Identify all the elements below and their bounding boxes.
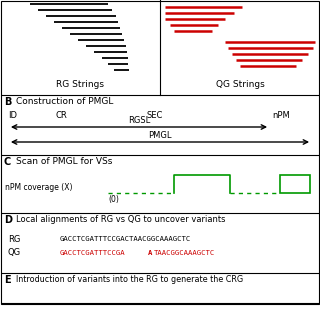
Text: D: D [4, 215, 12, 225]
Text: ID: ID [8, 111, 17, 120]
Text: RGSL: RGSL [128, 116, 150, 125]
Bar [280, 175, 310, 193]
Text: B: B [4, 97, 12, 107]
Text: nPM coverage (X): nPM coverage (X) [5, 183, 73, 192]
Text: C: C [4, 157, 11, 167]
Text: TAACGGCAAAGCTC: TAACGGCAAAGCTC [154, 250, 215, 256]
Text: GACCTCGATTTCCGACTAACGGCAAAGCTC: GACCTCGATTTCCGACTAACGGCAAAGCTC [60, 236, 191, 242]
Text: QG Strings: QG Strings [216, 80, 264, 89]
Text: GACCTCGATTTCCGA: GACCTCGATTTCCGA [60, 250, 126, 256]
Text: QG: QG [8, 249, 21, 258]
Text: A: A [148, 250, 152, 256]
Text: Local alignments of RG vs QG to uncover variants: Local alignments of RG vs QG to uncover … [16, 215, 226, 224]
Text: PMGL: PMGL [148, 131, 172, 140]
Text: SEC: SEC [147, 111, 163, 120]
Text: E: E [4, 275, 11, 285]
Text: RG Strings: RG Strings [56, 80, 104, 89]
Text: nPM: nPM [272, 111, 290, 120]
Text: Construction of PMGL: Construction of PMGL [16, 97, 113, 106]
Text: Introduction of variants into the RG to generate the CRG: Introduction of variants into the RG to … [16, 275, 243, 284]
Text: (0): (0) [108, 195, 119, 204]
Text: RG: RG [8, 235, 20, 244]
Text: CR: CR [55, 111, 67, 120]
Text: Scan of PMGL for VSs: Scan of PMGL for VSs [16, 157, 112, 166]
